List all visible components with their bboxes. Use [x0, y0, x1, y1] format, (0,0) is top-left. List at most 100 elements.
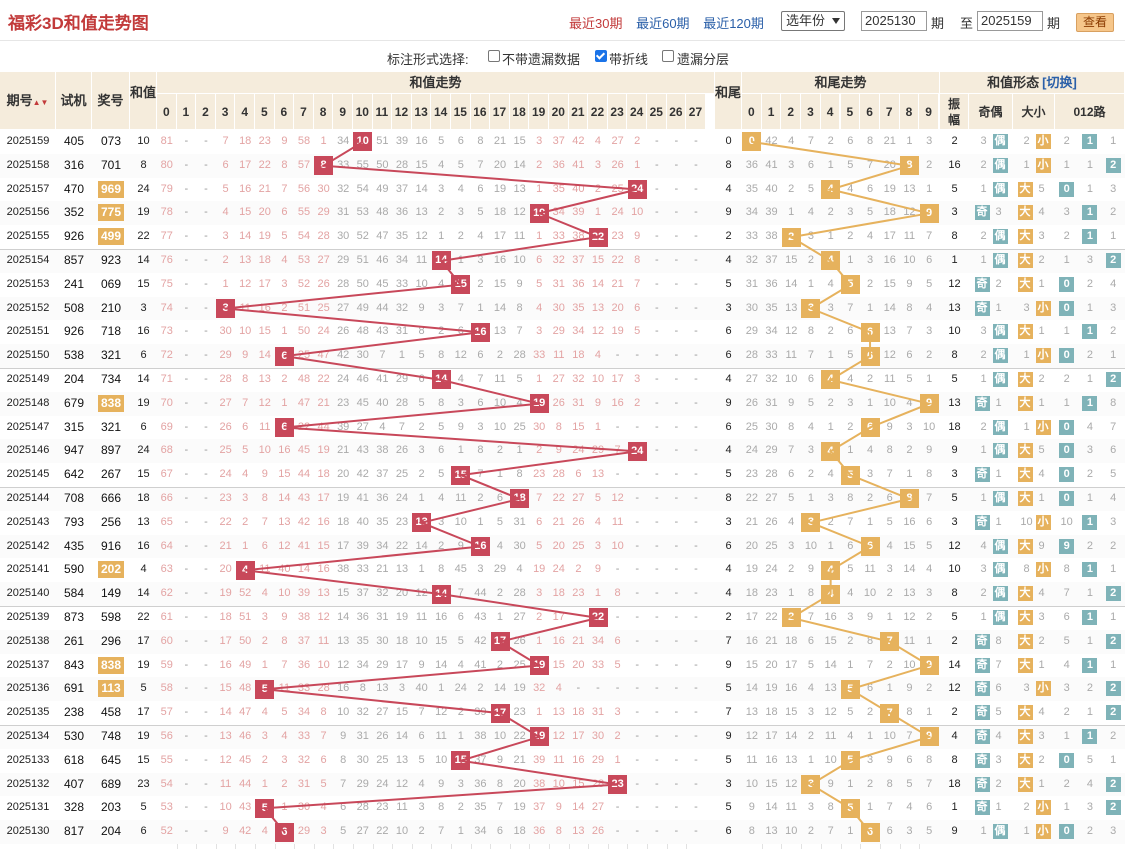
option-text-no-miss[interactable]: 不带遗漏数据 [502, 52, 581, 67]
miss-cell: - [184, 301, 189, 314]
miss-cell: 13 [395, 563, 409, 576]
option-checkbox-no-miss[interactable] [488, 50, 500, 62]
to-period-label: 期 [1047, 16, 1061, 31]
year-select[interactable]: 选年份 [781, 11, 845, 31]
option-checkbox-polyline[interactable] [595, 50, 607, 62]
tail-miss-cell: 10 [804, 539, 818, 552]
prize-cell: 210 [100, 300, 122, 315]
miss-cell: 16 [493, 254, 507, 266]
miss-cell: - [204, 587, 208, 600]
miss-cell: 67 [160, 468, 173, 481]
tail-miss-cell: 1 [926, 182, 933, 195]
switch-link[interactable]: [切换] [1042, 75, 1077, 90]
miss-cell: 50 [376, 158, 389, 171]
option-text-layered[interactable]: 遗漏分层 [677, 52, 730, 67]
group-separator [0, 487, 1125, 488]
miss-cell: 42 [356, 468, 369, 481]
tail-miss-cell: 3 [807, 230, 814, 243]
big-small-miss: 3 [1023, 301, 1030, 314]
miss-cell: 20 [611, 301, 624, 314]
miss-cell: 5 [457, 158, 464, 171]
tail-miss-cell: 38 [765, 230, 778, 243]
miss-cell: 8 [438, 396, 445, 409]
view-button[interactable]: 查看 [1076, 13, 1114, 32]
header-period: 期号▲▼ [0, 72, 56, 130]
tail-miss-cell: 2 [847, 420, 854, 433]
miss-cell: 3 [242, 492, 249, 504]
trial-cell: 508 [63, 300, 85, 315]
header-sum-num: 1 [176, 94, 197, 130]
road-cell: 2 [1063, 230, 1070, 243]
miss-cell: 54 [356, 182, 369, 195]
trial-cell: 857 [63, 253, 85, 267]
trial-cell: 947 [63, 443, 85, 458]
miss-cell: - [674, 563, 679, 576]
miss-cell: 5 [536, 277, 543, 290]
tail-miss-cell: 5 [847, 349, 854, 362]
to-period-input[interactable]: 2025159 [977, 11, 1043, 31]
tail-miss-cell: 15 [883, 277, 896, 290]
miss-cell: 5 [418, 349, 425, 362]
amplitude-cell: 8 [951, 230, 958, 243]
miss-cell: 10 [258, 444, 271, 457]
miss-cell: 2 [477, 492, 484, 504]
miss-cell: 19 [611, 325, 624, 338]
miss-cell: 14 [278, 492, 291, 504]
miss-cell: 26 [395, 444, 409, 457]
odd-even-tag: 偶 [992, 253, 1008, 268]
odd-even-tag: 偶 [992, 157, 1008, 173]
miss-cell: - [654, 135, 659, 147]
odd-even-miss: 3 [980, 325, 987, 338]
miss-cell: - [694, 206, 698, 219]
tab-recent-60[interactable]: 最近60期 [636, 16, 690, 31]
miss-cell: 6 [477, 349, 484, 362]
tail-miss-cell: 3 [847, 206, 854, 219]
odd-even-tag: 偶 [992, 134, 1008, 149]
trial-cell: 316 [63, 157, 85, 172]
tail-miss-cell: 8 [807, 587, 814, 600]
sort-arrows-icon[interactable]: ▲▼ [32, 98, 49, 107]
miss-cell: 28 [552, 468, 565, 481]
option-checkbox-layered[interactable] [662, 50, 674, 62]
odd-even-miss: 1 [995, 396, 1002, 409]
road-cell: 5 [1110, 468, 1117, 481]
miss-cell: - [184, 277, 189, 290]
miss-cell: - [674, 396, 679, 409]
miss-cell: - [654, 563, 659, 576]
miss-cell: - [635, 563, 640, 576]
big-small-tag: 大 [1017, 395, 1033, 411]
miss-cell: 2 [496, 444, 504, 457]
miss-cell: 3 [438, 515, 445, 528]
tail-miss-cell: 8 [886, 444, 893, 457]
tail-miss-cell: 32 [765, 373, 778, 385]
tab-recent-120[interactable]: 最近120期 [703, 16, 764, 31]
tail-cell: 4 [725, 444, 732, 457]
header-sum-num: 4 [235, 94, 255, 130]
miss-cell: - [674, 468, 679, 481]
miss-cell: 4 [379, 420, 386, 433]
header-sum-num: 8 [313, 94, 334, 130]
miss-cell: 5 [516, 373, 523, 385]
option-text-polyline[interactable]: 带折线 [609, 52, 649, 67]
miss-cell: 14 [415, 539, 428, 552]
miss-cell: 21 [493, 135, 507, 147]
prize-cell: 073 [100, 134, 122, 148]
miss-cell: 19 [258, 230, 271, 243]
big-small-miss: 4 [1038, 468, 1045, 481]
odd-even-miss: 2 [980, 420, 987, 433]
from-period-input[interactable]: 2025130 [861, 11, 927, 31]
miss-cell: 51 [376, 135, 389, 147]
miss-cell: 41 [356, 492, 369, 504]
table-row [0, 606, 1125, 630]
miss-cell: 52 [356, 230, 369, 243]
header-tail-num: 3 [801, 94, 821, 130]
miss-cell: 5 [418, 396, 425, 409]
miss-cell: - [654, 277, 659, 290]
miss-cell: 2 [457, 230, 464, 243]
tab-recent-30[interactable]: 最近30期 [569, 16, 623, 31]
miss-cell: 39 [356, 539, 369, 552]
